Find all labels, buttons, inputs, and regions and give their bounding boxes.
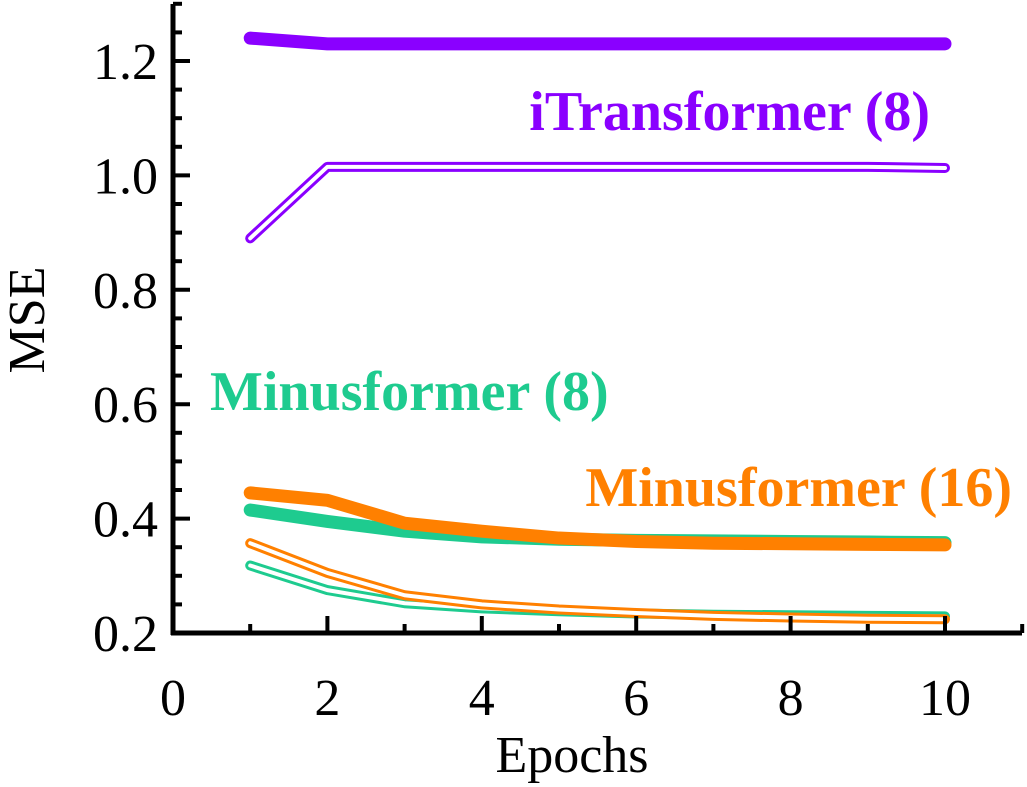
itransformer-8-hollow-line-inner [248,164,947,241]
y-tick-label: 0.4 [93,492,158,549]
x-axis-title: Epochs [495,727,648,784]
minusformer-8-label: Minusformer (8) [210,361,609,423]
x-tick-label: 8 [778,670,804,727]
minusformer-16-hollow-line [245,538,950,625]
labels-layer: Epochs MSE iTransformer (8) Minusformer (… [0,81,1012,784]
x-tick-label: 6 [623,670,649,727]
minusformer-16-solid-line [243,486,952,552]
minusformer-16-label: Minusformer (16) [585,457,1012,519]
x-tick-label: 0 [160,670,186,727]
x-tick-label: 10 [919,670,971,727]
ticks-layer: 0 2 4 6 8 10 0.2 0.4 0.6 0.8 1.0 1.2 [93,1,1025,727]
itransformer-8-hollow-line [245,161,950,244]
series-layer [243,31,952,625]
y-tick-label: 0.8 [93,263,158,320]
y-tick-label: 0.2 [93,606,158,663]
y-tick-label: 0.6 [93,377,158,434]
minusformer-16-hollow-line-inner [248,541,947,622]
y-tick-label: 1.0 [93,148,158,205]
itransformer-8-label: iTransformer (8) [529,81,930,143]
x-tick-label: 4 [469,670,495,727]
itransformer-8-solid-line [243,31,952,51]
itransformer-8-hollow-line-outer [245,161,950,244]
y-axis-title: MSE [0,267,56,374]
y-tick-label: 1.2 [93,34,158,91]
x-tick-label: 2 [314,670,340,727]
